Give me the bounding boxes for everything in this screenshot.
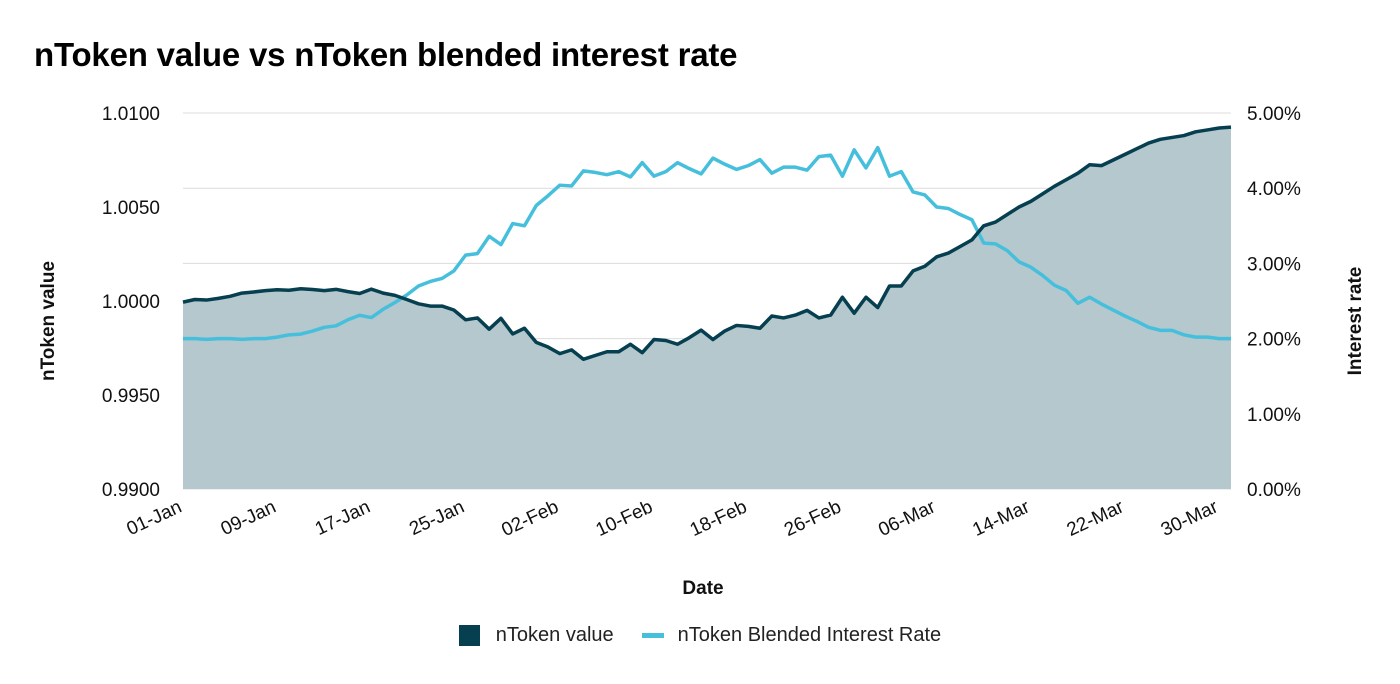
x-tick-label: 17-Jan — [312, 496, 374, 540]
interest-rate-line — [183, 145, 1231, 342]
ntoken-value-area-fill — [183, 127, 1231, 489]
y-axis-ticks: 0.9900 0.9950 1.0000 1.0050 1.0100 — [102, 104, 160, 501]
y-tick-label: 1.0100 — [102, 104, 160, 125]
x-tick-label: 09-Jan — [218, 496, 280, 540]
legend-swatch-interest-rate — [641, 633, 664, 638]
x-tick-label: 14-Mar — [970, 496, 1034, 541]
y2-tick-label: 4.00% — [1247, 179, 1301, 200]
x-axis-title: Date — [682, 578, 723, 599]
y2-tick-label: 5.00% — [1247, 104, 1301, 125]
x-axis-ticks: 01-Jan 09-Jan 17-Jan 25-Jan 02-Feb 10-Feb 18-F… — [124, 496, 1222, 541]
legend-item-ntoken-value[interactable]: nToken value — [458, 624, 614, 647]
y-tick-label: 1.0050 — [102, 198, 160, 219]
x-tick-label: 22-Mar — [1064, 496, 1128, 541]
y2-tick-label: 1.00% — [1247, 405, 1301, 426]
legend-swatch-ntoken-value — [458, 625, 480, 646]
interest-rate-series — [183, 145, 1231, 342]
legend-label-interest-rate: nToken Blended Interest Rate — [677, 624, 942, 646]
x-tick-label: 10-Feb — [593, 496, 656, 540]
y-axis-title: nToken value — [38, 261, 59, 381]
x-tick-label: 18-Feb — [687, 496, 750, 540]
x-tick-label: 06-Mar — [875, 496, 939, 541]
x-tick-label: 25-Jan — [406, 496, 468, 540]
x-tick-label: 26-Feb — [781, 496, 844, 540]
legend-label-ntoken-value: nToken value — [495, 624, 614, 646]
y-tick-label: 0.9950 — [102, 386, 160, 407]
y2-tick-label: 3.00% — [1247, 254, 1301, 275]
y-tick-label: 1.0000 — [102, 292, 160, 313]
chart-title: nToken value vs nToken blended interest … — [34, 36, 738, 73]
x-tick-label: 02-Feb — [498, 496, 561, 540]
x-tick-label: 30-Mar — [1158, 496, 1222, 541]
y2-axis-ticks: 0.00% 1.00% 2.00% 3.00% 4.00% 5.00% — [1247, 104, 1301, 501]
ntoken-value-area — [183, 127, 1231, 489]
legend: nToken value nToken Blended Interest Rat… — [0, 624, 1400, 647]
y-tick-label: 0.9900 — [102, 480, 160, 501]
ntoken-value-series — [182, 125, 1232, 362]
x-tick-label: 01-Jan — [124, 496, 186, 540]
ntoken-value-line — [182, 125, 1232, 362]
legend-item-interest-rate[interactable]: nToken Blended Interest Rate — [641, 624, 942, 647]
y2-tick-label: 0.00% — [1247, 480, 1301, 501]
y2-tick-label: 2.00% — [1247, 330, 1301, 351]
y2-axis-title: Interest rate — [1345, 267, 1366, 376]
